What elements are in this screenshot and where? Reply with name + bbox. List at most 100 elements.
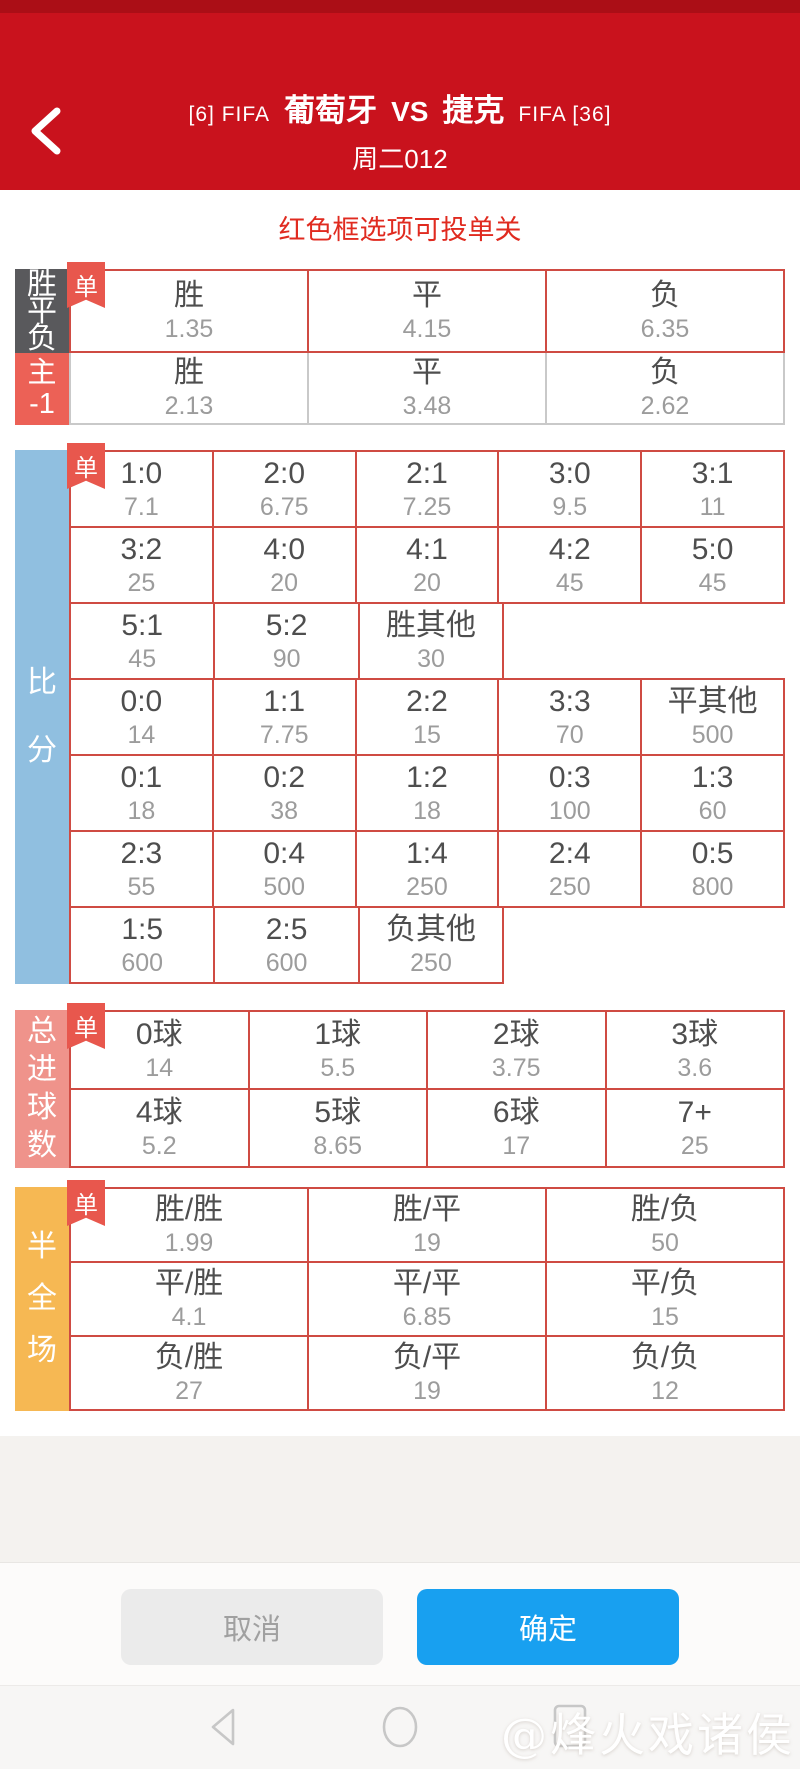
app-header: [6] FIFA 葡萄牙 VS 捷克 FIFA [36] 周二012 <box>0 0 800 190</box>
odds-cell[interactable]: 平/平 6.85 <box>307 1261 547 1337</box>
back-button[interactable] <box>22 104 70 160</box>
odds-cell[interactable]: 2:5 600 <box>213 906 360 984</box>
odds-cell[interactable]: 平其他 500 <box>640 678 785 756</box>
odds-cell[interactable]: 负/平 19 <box>307 1335 547 1411</box>
odds-cell[interactable]: 平/胜 4.1 <box>69 1261 309 1337</box>
outcome-label: 负其他 <box>386 913 477 946</box>
outcome-label: 平/胜 <box>154 1267 224 1300</box>
empty-cell <box>643 906 785 984</box>
odds-cell[interactable]: 0:1 18 <box>69 754 214 832</box>
sidebar-label-char: 数 <box>27 1129 57 1162</box>
outcome-label: 负/平 <box>392 1341 462 1374</box>
odds-value: 6.85 <box>402 1303 452 1331</box>
outcome-label: 平 <box>412 279 442 312</box>
odds-cell[interactable]: 1:3 60 <box>640 754 785 832</box>
outcome-label: 3:1 <box>691 457 734 490</box>
outcome-label: 平/负 <box>630 1267 700 1300</box>
sidebar-label-char: 负 <box>27 321 57 355</box>
odds-cell[interactable]: 3:1 11 <box>640 450 785 528</box>
sidebar-label-char: 场 <box>27 1334 57 1367</box>
section-tables: 单 1:0 7.1 2:0 6.75 2:1 7.25 3:0 9.5 3:1 11 3:2 25 4:… <box>67 443 785 984</box>
odds-cell[interactable]: 2:0 6.75 <box>211 450 357 528</box>
odds-value: 7.75 <box>259 721 309 749</box>
odds-cell[interactable]: 2:4 250 <box>497 830 643 908</box>
section-sidebar: 总进球数 <box>15 1010 69 1168</box>
odds-cell[interactable]: 5:1 45 <box>69 602 216 680</box>
odds-cell[interactable]: 4:2 45 <box>497 526 643 604</box>
odds-cell[interactable]: 2球 3.75 <box>426 1010 607 1090</box>
odds-cell[interactable]: 6球 17 <box>426 1088 607 1168</box>
nav-home-icon[interactable] <box>377 1703 423 1751</box>
sidebar-label-char: 主 <box>27 357 57 389</box>
odds-cell[interactable]: 平 3.48 <box>307 351 547 425</box>
odds-value: 14 <box>127 721 156 749</box>
odds-cell[interactable]: 4:0 20 <box>211 526 357 604</box>
bottom-spacer <box>0 1436 800 1562</box>
odds-cell[interactable]: 5:0 45 <box>640 526 785 604</box>
odds-cell[interactable]: 4:1 20 <box>354 526 500 604</box>
odds-cell[interactable]: 3球 3.6 <box>604 1010 785 1090</box>
footer-action-bar: 取消 确定 <box>0 1562 800 1685</box>
outcome-label: 4球 <box>135 1096 183 1129</box>
odds-cell[interactable]: 3:2 25 <box>69 526 214 604</box>
odds-cell[interactable]: 胜其他 30 <box>357 602 505 680</box>
odds-cell[interactable]: 1:4 250 <box>354 830 500 908</box>
handicap-odds-grid: 胜 2.13 平 3.48 负 2.62 <box>69 351 785 425</box>
odds-cell[interactable]: 负 2.62 <box>545 351 785 425</box>
watermark-text: @烽火戏诸侯 <box>501 1708 795 1762</box>
sidebar-label-handicap: 主 -1 <box>15 353 69 425</box>
odds-value: 3.6 <box>677 1054 713 1082</box>
odds-cell[interactable]: 5球 8.65 <box>247 1088 428 1168</box>
odds-cell[interactable]: 0:4 500 <box>211 830 357 908</box>
odds-value: 7.1 <box>124 493 159 521</box>
odds-cell[interactable]: 负 6.35 <box>545 269 785 353</box>
odds-cell[interactable]: 4球 5.2 <box>69 1088 250 1168</box>
odds-cell[interactable]: 1:2 18 <box>354 754 500 832</box>
odds-cell[interactable]: 胜/负 50 <box>545 1187 785 1263</box>
odds-cell[interactable]: 负/负 12 <box>545 1335 785 1411</box>
odds-cell[interactable]: 0:2 38 <box>211 754 357 832</box>
sidebar-label-total-goals: 总进球数 <box>15 1010 69 1168</box>
odds-cell[interactable]: 0:5 800 <box>640 830 785 908</box>
odds-cell[interactable]: 1球 5.5 <box>247 1010 428 1090</box>
odds-row: 2:3 55 0:4 500 1:4 250 2:4 250 0:5 800 <box>69 830 785 908</box>
outcome-label: 胜其他 <box>386 609 477 642</box>
odds-cell[interactable]: 3:0 9.5 <box>497 450 643 528</box>
nav-back-icon[interactable] <box>201 1703 247 1751</box>
home-rank-league: [6] FIFA <box>188 103 271 126</box>
odds-cell[interactable]: 平/负 15 <box>545 1261 785 1337</box>
odds-cell[interactable]: 0:0 14 <box>69 678 214 756</box>
nav-recents-icon[interactable] <box>547 1703 593 1751</box>
android-nav-bar: @烽火戏诸侯 <box>0 1685 800 1769</box>
odds-value: 500 <box>263 873 306 901</box>
odds-cell[interactable]: 胜/平 19 <box>307 1187 547 1263</box>
odds-value: 800 <box>691 873 734 901</box>
odds-value: 55 <box>127 873 156 901</box>
confirm-button[interactable]: 确定 <box>417 1589 679 1665</box>
odds-cell[interactable]: 7+ 25 <box>604 1088 785 1168</box>
cancel-button[interactable]: 取消 <box>121 1589 383 1665</box>
odds-cell[interactable]: 2:1 7.25 <box>354 450 500 528</box>
outcome-label: 5球 <box>314 1096 362 1129</box>
odds-cell[interactable]: 1:5 600 <box>69 906 216 984</box>
odds-cell[interactable]: 胜/胜 1.99 <box>69 1187 309 1263</box>
sidebar-label-half-full: 半全场 <box>15 1187 69 1411</box>
odds-cell[interactable]: 1:1 7.75 <box>211 678 357 756</box>
odds-cell[interactable]: 负/胜 27 <box>69 1335 309 1411</box>
odds-cell[interactable]: 平 4.15 <box>307 269 547 353</box>
away-team-name: 捷克 <box>442 93 505 128</box>
single-bet-notice: 红色框选项可投单关 <box>278 215 522 245</box>
odds-cell[interactable]: 2:3 55 <box>69 830 214 908</box>
outcome-label: 2球 <box>492 1018 540 1051</box>
odds-cell[interactable]: 胜 2.13 <box>69 351 309 425</box>
odds-cell[interactable]: 2:2 15 <box>354 678 500 756</box>
odds-cell[interactable]: 3:3 70 <box>497 678 643 756</box>
odds-cell[interactable]: 胜 1.35 <box>69 269 309 353</box>
odds-row: 1:5 600 2:5 600 负其他 250 <box>69 906 785 984</box>
odds-cell[interactable]: 负其他 250 <box>357 906 505 984</box>
sidebar-label-char: 比 <box>27 666 57 699</box>
odds-cell[interactable]: 0:3 100 <box>497 754 643 832</box>
odds-value: 5.5 <box>320 1054 356 1082</box>
odds-cell[interactable]: 5:2 90 <box>213 602 360 680</box>
